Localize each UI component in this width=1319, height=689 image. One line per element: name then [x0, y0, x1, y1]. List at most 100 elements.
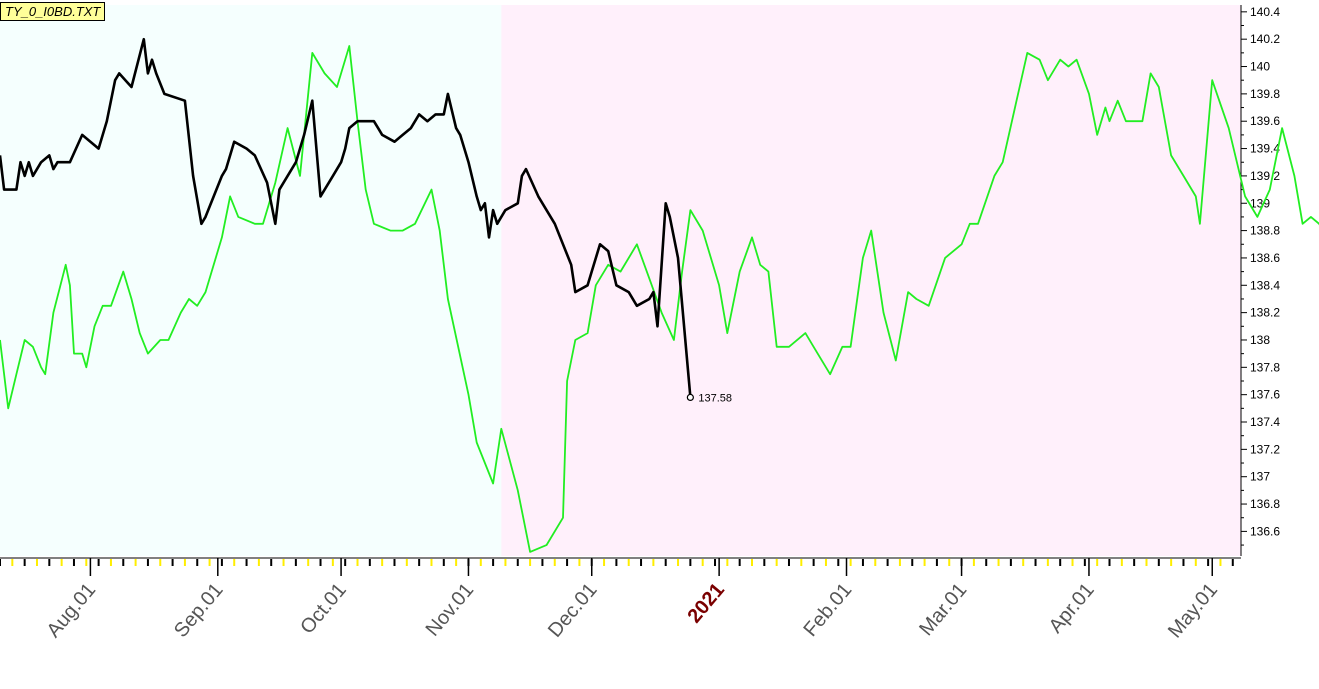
x-minor-tick: [331, 559, 334, 566]
projection-background: [501, 5, 1241, 556]
y-tick-label: 139.2: [1250, 169, 1280, 183]
x-minor-tick: [368, 559, 371, 566]
x-tick-label: Sep.01: [170, 579, 228, 642]
x-minor-tick: [492, 559, 495, 566]
x-tick-label: Aug.01: [43, 579, 101, 642]
x-minor-tick: [122, 559, 125, 566]
x-minor-tick: [578, 559, 581, 566]
x-minor-tick: [257, 559, 260, 566]
x-minor-tick: [553, 559, 556, 566]
y-tick-label: 138.8: [1250, 224, 1280, 238]
x-minor-tick: [196, 559, 199, 566]
x-minor-tick: [48, 559, 51, 566]
x-minor-tick: [134, 559, 137, 566]
x-tick-label: Dec.01: [544, 579, 602, 642]
x-minor-tick: [85, 559, 88, 566]
x-minor-tick: [911, 559, 914, 566]
x-minor-tick: [1120, 559, 1123, 566]
y-axis: 136.6 136.8 137 137.2 137.4 137.6 137.8 138 138.…: [1241, 5, 1280, 546]
x-minor-tick: [23, 559, 26, 566]
x-minor-tick: [640, 559, 643, 566]
x-minor-tick: [948, 559, 951, 566]
x-tick-label: Feb.01: [799, 579, 856, 641]
x-minor-tick: [861, 559, 864, 566]
x-minor-tick: [60, 559, 63, 566]
x-minor-tick: [1182, 559, 1185, 566]
x-minor-tick: [294, 559, 297, 566]
x-minor-tick: [1194, 559, 1197, 566]
x-minor-tick: [738, 559, 741, 566]
x-minor-tick: [812, 559, 815, 566]
x-minor-tick: [1071, 559, 1074, 566]
y-tick-label: 139.6: [1250, 114, 1280, 128]
x-minor-tick: [849, 559, 852, 566]
x-minor-tick: [282, 559, 285, 566]
chart-title: TY_0_I0BD.TXT: [0, 2, 106, 21]
x-minor-tick: [1022, 559, 1025, 566]
x-minor-tick: [504, 559, 507, 566]
x-minor-tick: [159, 559, 162, 566]
history-background: [0, 5, 502, 556]
x-tick-label: Oct.01: [296, 579, 351, 638]
x-minor-tick: [763, 559, 766, 566]
last-value-dot: [686, 393, 694, 401]
y-tick-label: 136.6: [1250, 524, 1280, 538]
x-minor-tick: [344, 559, 347, 566]
x-minor-tick: [1219, 559, 1222, 566]
x-minor-tick: [381, 559, 384, 566]
x-tick-label: May.01: [1164, 579, 1222, 642]
y-tick-label: 139.4: [1250, 142, 1280, 156]
y-tick-label: 137.2: [1250, 442, 1280, 456]
y-tick-label: 137.8: [1250, 360, 1280, 374]
x-minor-tick: [319, 559, 322, 566]
x-minor-tick: [393, 559, 396, 566]
x-minor-tick: [109, 559, 112, 566]
x-minor-tick: [874, 559, 877, 566]
y-tick-label: 137.6: [1250, 388, 1280, 402]
x-minor-tick: [35, 559, 38, 566]
price-series-line: [0, 37, 692, 398]
x-minor-tick: [171, 559, 174, 566]
x-minor-tick: [529, 559, 532, 566]
x-minor-tick: [245, 559, 248, 566]
x-minor-tick: [603, 559, 606, 566]
y-tick-label: 138.4: [1250, 278, 1280, 292]
x-minor-tick: [1231, 559, 1234, 566]
x-minor-tick: [1145, 559, 1148, 566]
y-tick-label: 137.4: [1250, 415, 1280, 429]
y-tick-label: 138.6: [1250, 251, 1280, 265]
x-minor-tick: [1083, 559, 1086, 566]
x-minor-tick: [72, 559, 75, 566]
x-minor-tick: [1046, 559, 1049, 566]
x-minor-tick: [1059, 559, 1062, 566]
x-minor-tick: [714, 559, 717, 566]
y-tick-label: 140.4: [1250, 5, 1280, 19]
x-minor-tick: [775, 559, 778, 566]
x-minor-tick: [1108, 559, 1111, 566]
x-minor-tick: [664, 559, 667, 566]
x-tick-label: Nov.01: [422, 579, 479, 641]
x-minor-tick: [1207, 559, 1210, 566]
x-minor-tick: [726, 559, 729, 566]
x-minor-tick: [97, 559, 100, 566]
x-minor-tick: [405, 559, 408, 566]
x-minor-tick: [233, 559, 236, 566]
last-value-label: 137.58: [698, 392, 732, 404]
x-minor-tick: [627, 559, 630, 566]
x-minor-tick: [220, 559, 223, 566]
x-minor-tick: [1009, 559, 1012, 566]
x-minor-tick: [689, 559, 692, 566]
x-minor-tick: [146, 559, 149, 566]
x-minor-tick: [0, 559, 1, 566]
y-tick-label: 139.8: [1250, 87, 1280, 101]
x-minor-tick: [356, 559, 359, 566]
x-minor-tick: [1157, 559, 1160, 566]
x-minor-tick: [997, 559, 1000, 566]
x-minor-tick: [837, 559, 840, 566]
x-minor-tick: [442, 559, 445, 566]
y-tick-label: 138: [1250, 333, 1270, 347]
x-minor-ticks: [0, 559, 1234, 566]
x-minor-tick: [800, 559, 803, 566]
x-minor-tick: [935, 559, 938, 566]
x-minor-tick: [1034, 559, 1037, 566]
